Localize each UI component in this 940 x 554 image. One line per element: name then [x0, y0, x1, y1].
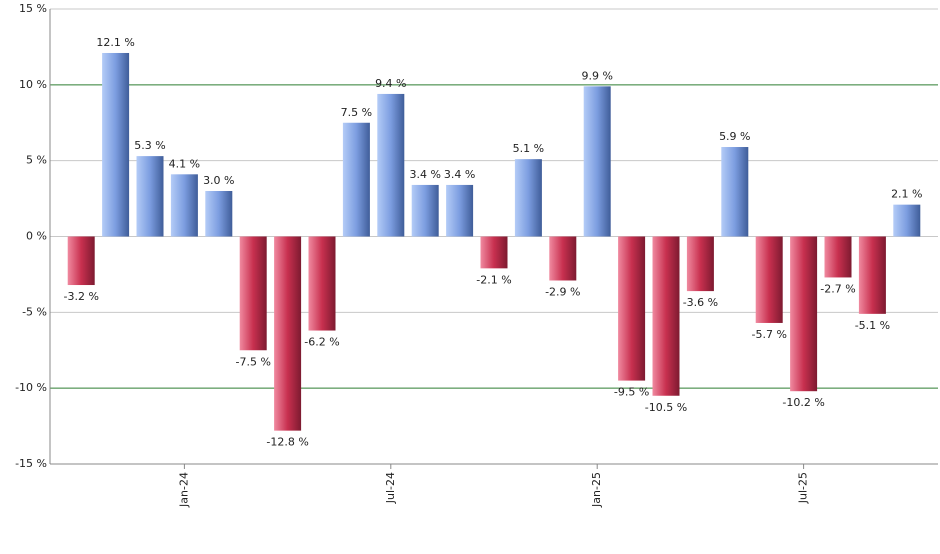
- bar: [618, 236, 646, 381]
- value-label: 5.3 %: [134, 139, 165, 152]
- value-label: -10.2 %: [782, 396, 824, 409]
- value-label: 9.4 %: [375, 77, 406, 90]
- value-label: 9.9 %: [581, 69, 612, 82]
- value-label: -3.2 %: [63, 290, 98, 303]
- value-label: -12.8 %: [266, 436, 308, 449]
- bar: [205, 191, 233, 237]
- value-label: -5.1 %: [855, 319, 890, 332]
- y-tick-label: -10 %: [15, 381, 47, 394]
- value-label: -6.2 %: [304, 336, 339, 349]
- bar: [377, 93, 405, 237]
- y-tick-label: -5 %: [22, 305, 47, 318]
- value-label: -2.9 %: [545, 285, 580, 298]
- bar: [170, 174, 198, 237]
- bar: [893, 204, 921, 237]
- bar: [549, 236, 577, 281]
- y-tick-label: 0 %: [26, 230, 47, 243]
- y-tick-label: -15 %: [15, 457, 47, 470]
- value-label: 12.1 %: [96, 36, 134, 49]
- y-tick-label: 5 %: [26, 154, 47, 167]
- value-label: -10.5 %: [645, 401, 687, 414]
- bar: [514, 159, 542, 237]
- bar: [342, 122, 370, 237]
- bar: [274, 236, 302, 431]
- bar: [721, 147, 749, 237]
- value-label: 3.4 %: [444, 168, 475, 181]
- value-label: 7.5 %: [341, 106, 372, 119]
- bar: [858, 236, 886, 314]
- bar: [136, 156, 164, 237]
- bar: [824, 236, 852, 278]
- value-label: -3.6 %: [683, 296, 718, 309]
- bar: [583, 86, 611, 237]
- y-tick-label: 15 %: [19, 2, 47, 15]
- bar: [239, 236, 267, 351]
- bar: [790, 236, 818, 392]
- bar: [446, 184, 474, 237]
- bar: [686, 236, 714, 292]
- value-label: 3.0 %: [203, 174, 234, 187]
- bar: [67, 236, 95, 286]
- bar: [308, 236, 336, 331]
- value-label: -2.1 %: [476, 273, 511, 286]
- bar: [411, 184, 439, 237]
- value-label: 2.1 %: [891, 188, 922, 201]
- value-label: 3.4 %: [409, 168, 440, 181]
- value-label: -5.7 %: [751, 328, 786, 341]
- value-label: -2.7 %: [820, 282, 855, 295]
- value-label: 4.1 %: [169, 157, 200, 170]
- value-label: 5.9 %: [719, 130, 750, 143]
- bar: [755, 236, 783, 323]
- bar: [102, 52, 130, 237]
- value-label: -7.5 %: [235, 355, 270, 368]
- bar: [480, 236, 508, 269]
- x-tick-label: Jan-24: [177, 472, 190, 508]
- x-tick-label: Jan-25: [590, 472, 603, 508]
- bar: [652, 236, 680, 396]
- x-tick-label: Jul-25: [797, 472, 810, 504]
- value-label: 5.1 %: [513, 142, 544, 155]
- y-tick-label: 10 %: [19, 78, 47, 91]
- value-label: -9.5 %: [614, 386, 649, 399]
- x-tick-label: Jul-24: [384, 472, 397, 504]
